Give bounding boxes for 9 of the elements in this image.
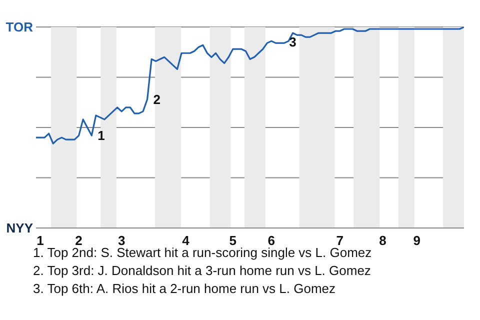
x-tick-label: 8 bbox=[379, 233, 386, 248]
annotation: 3 bbox=[289, 34, 296, 50]
annotation: 1 bbox=[98, 128, 105, 144]
text: TOR bbox=[6, 20, 34, 35]
x-tick-label: 9 bbox=[413, 233, 421, 248]
text: NYY bbox=[6, 220, 34, 236]
text: 3. Top 6th: A. Rios hit a 2-run home run vs L. Gomez bbox=[33, 280, 337, 298]
annotation: 2 bbox=[153, 92, 161, 107]
text: 2. Top 3rd: J. Donaldson hit a 3-run home run vs L. Gomez bbox=[33, 262, 372, 280]
